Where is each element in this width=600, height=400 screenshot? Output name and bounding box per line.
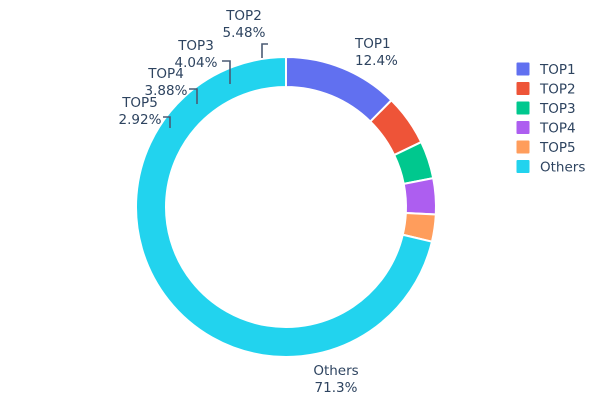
- legend-label-top3[interactable]: TOP3: [539, 101, 576, 117]
- legend-label-top2[interactable]: TOP2: [539, 82, 576, 98]
- legend[interactable]: TOP1 TOP2 TOP3 TOP4 TOP5 Others: [515, 61, 585, 176]
- leader-line-top3: [222, 60, 231, 84]
- slice-value-top1: 12.4%: [355, 53, 398, 69]
- pie-slice-others[interactable]: [135, 55, 434, 358]
- pie-slice-top4[interactable]: [402, 176, 437, 216]
- leader-lines-group: [163, 43, 268, 128]
- legend-label-others[interactable]: Others: [540, 160, 585, 176]
- slice-value-top5: 2.92%: [119, 112, 162, 128]
- slice-label-top4: TOP4: [147, 66, 184, 82]
- legend-swatch-others[interactable]: [515, 159, 531, 174]
- slices-group: [135, 55, 437, 358]
- slice-label-others: Others: [313, 363, 358, 379]
- slice-value-top3: 4.04%: [175, 55, 218, 71]
- leader-line-top2: [261, 43, 268, 58]
- slice-label-top2: TOP2: [225, 8, 262, 24]
- legend-swatch-top2[interactable]: [515, 81, 531, 96]
- leader-line-top5: [163, 116, 171, 128]
- legend-label-top1[interactable]: TOP1: [539, 62, 576, 78]
- legend-label-top4[interactable]: TOP4: [539, 121, 576, 137]
- legend-swatch-top1[interactable]: [515, 61, 531, 77]
- slice-label-top3: TOP3: [177, 38, 214, 54]
- legend-swatch-top5[interactable]: [515, 139, 531, 155]
- slice-value-top2: 5.48%: [223, 25, 266, 41]
- leader-line-top4: [189, 88, 198, 104]
- legend-label-top5[interactable]: TOP5: [539, 140, 576, 156]
- slice-label-top1: TOP1: [354, 36, 391, 52]
- legend-swatch-top4[interactable]: [515, 120, 531, 135]
- slice-value-others: 71.3%: [315, 380, 358, 396]
- slice-label-top5: TOP5: [121, 95, 158, 111]
- slice-value-top4: 3.88%: [145, 83, 188, 99]
- legend-swatch-top3[interactable]: [515, 100, 531, 116]
